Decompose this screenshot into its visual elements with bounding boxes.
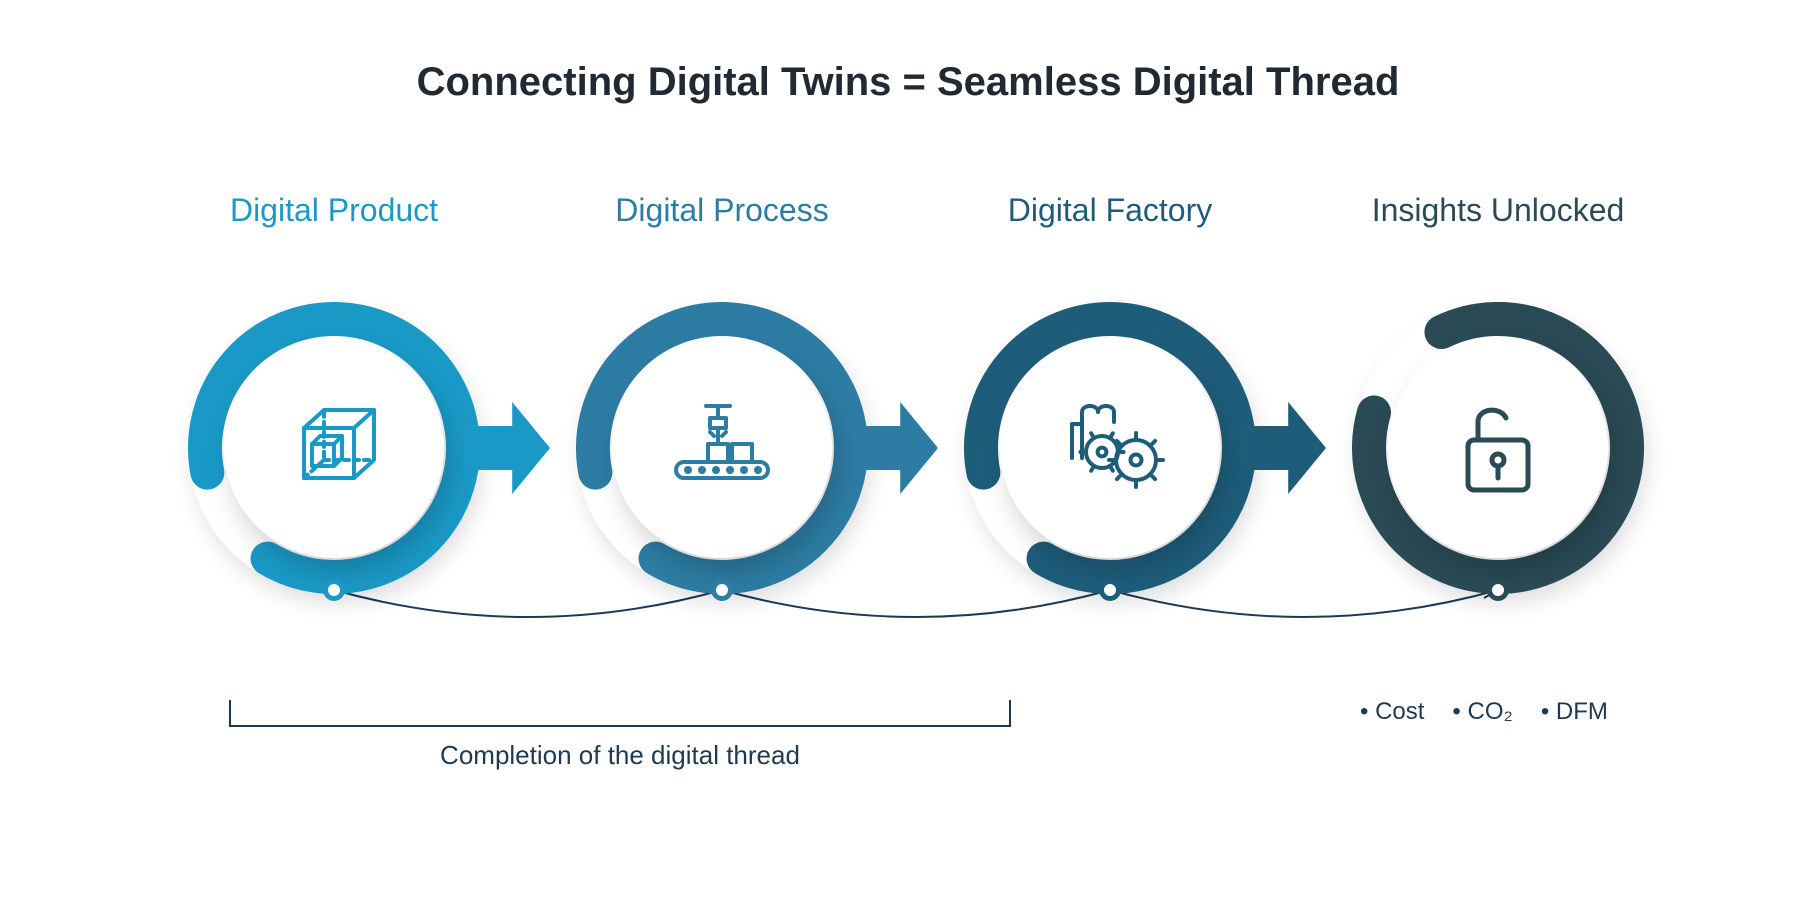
flow-arrow-1 (466, 402, 550, 499)
node-insights-unlocked (1352, 302, 1644, 594)
flow-arrow-2 (854, 402, 938, 499)
completion-bracket-caption: Completion of the digital thread (230, 740, 1010, 771)
node-label-digital-product: Digital Product (134, 192, 534, 229)
unlock-icon (1438, 388, 1558, 513)
node-digital-process (576, 302, 868, 594)
connector-pin-1 (323, 579, 345, 601)
node-label-digital-process: Digital Process (522, 192, 922, 229)
insight-bullet: • Cost (1360, 698, 1424, 725)
node-label-insights-unlocked: Insights Unlocked (1298, 192, 1698, 229)
connector-pin-4 (1487, 579, 1509, 601)
insight-bullet: • CO₂ (1452, 698, 1512, 725)
insight-bullet: • DFM (1541, 698, 1608, 725)
node-digital-factory (964, 302, 1256, 594)
connector-pin-2 (711, 579, 733, 601)
diagram-title: Connecting Digital Twins = Seamless Digi… (0, 60, 1816, 105)
node-label-digital-factory: Digital Factory (910, 192, 1310, 229)
connector-pin-3 (1099, 579, 1121, 601)
cube-icon (274, 388, 394, 513)
node-digital-product (188, 302, 480, 594)
insights-bullets: • Cost • CO₂ • DFM (1360, 698, 1636, 726)
conveyor-icon (662, 388, 782, 513)
flow-arrow-3 (1242, 402, 1326, 499)
diagram-stage: Connecting Digital Twins = Seamless Digi… (0, 0, 1816, 906)
factory-gears-icon (1050, 388, 1170, 513)
